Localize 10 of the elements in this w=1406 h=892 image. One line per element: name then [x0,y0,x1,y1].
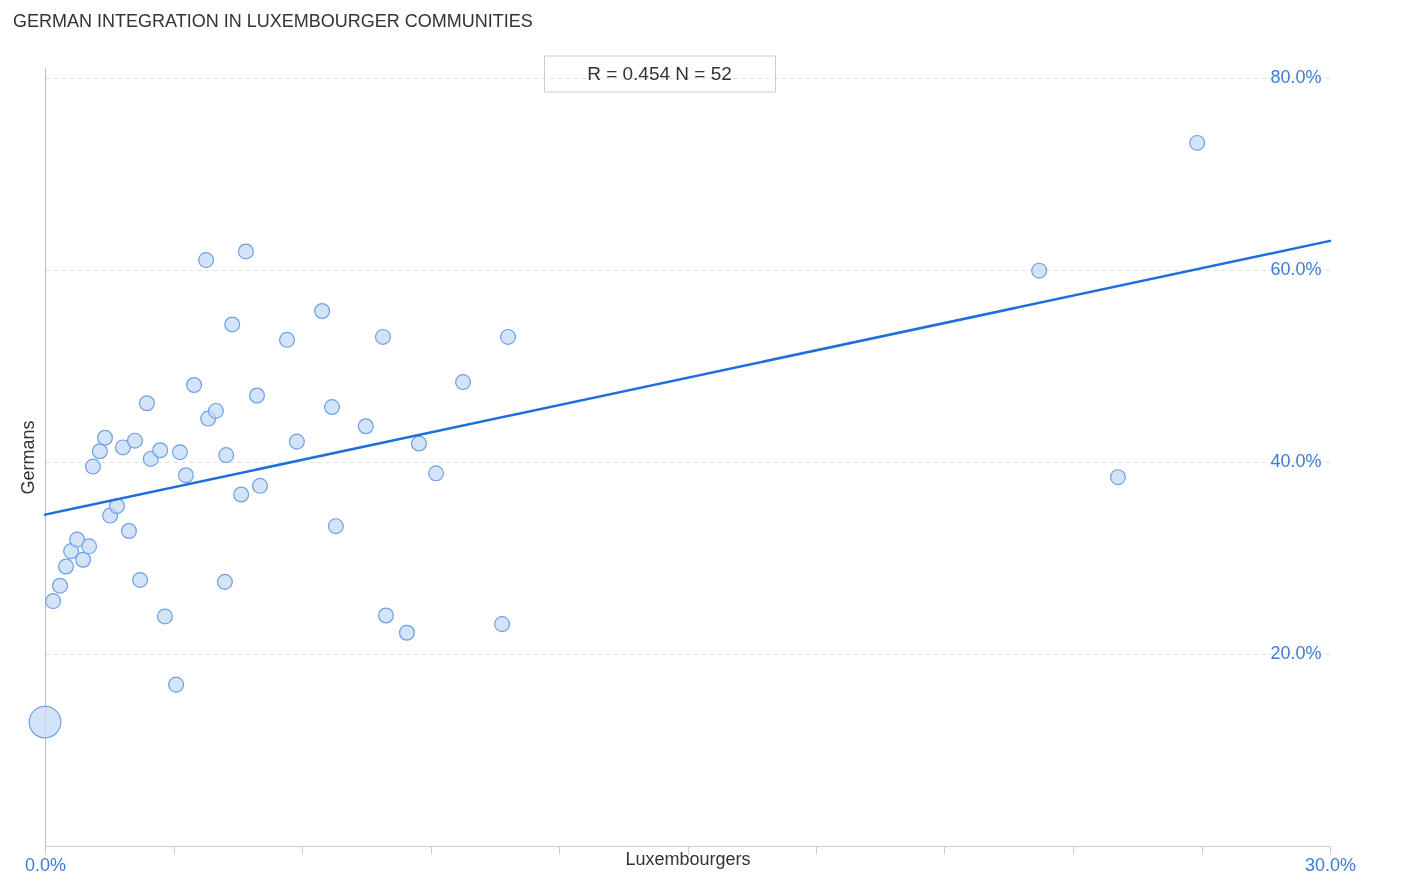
y-tick-label: 40.0% [1270,451,1322,472]
y-axis-title: Germans [17,420,38,495]
x-axis-title: Luxembourgers [625,848,751,869]
annotation: R = 0.454 N = 52 [587,63,732,84]
x-tick-label: 0.0% [24,854,67,875]
x-tick-label: 30.0% [1304,854,1357,875]
y-tick-label: 60.0% [1270,259,1322,280]
chart-title: GERMAN INTEGRATION IN LUXEMBOURGER COMMUNITIES [13,10,533,31]
y-tick-label: 80.0% [1270,67,1322,88]
y-tick-label: 20.0% [1270,643,1322,664]
